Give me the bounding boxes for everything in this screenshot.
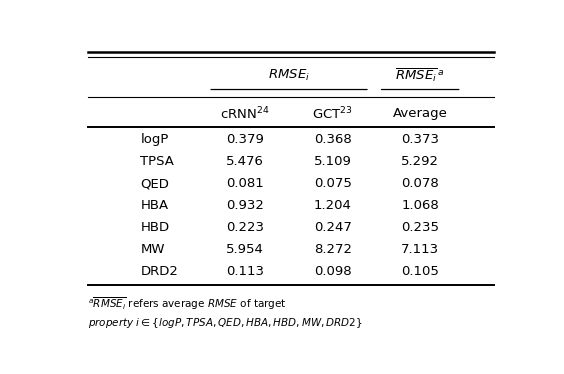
Text: 0.081: 0.081 [227,177,264,190]
Text: $^{a}\overline{RMSE_i}$ refers average $RMSE$ of target: $^{a}\overline{RMSE_i}$ refers average $… [88,296,287,312]
Text: 0.235: 0.235 [401,221,439,234]
Text: 0.078: 0.078 [402,177,439,190]
Text: 5.954: 5.954 [226,243,265,256]
Text: 7.113: 7.113 [401,243,439,256]
Text: 0.098: 0.098 [314,265,351,278]
Text: property $i \in \{logP, TPSA, QED, HBA, HBD, MW, DRD2\}$: property $i \in \{logP, TPSA, QED, HBA, … [88,316,363,330]
Text: 0.105: 0.105 [401,265,439,278]
Text: 1.204: 1.204 [314,199,352,212]
Text: TPSA: TPSA [140,155,174,168]
Text: QED: QED [140,177,169,190]
Text: cRNN$^{24}$: cRNN$^{24}$ [221,106,270,122]
Text: 0.373: 0.373 [401,134,439,146]
Text: $\overline{RMSE_i}^{\;a}$: $\overline{RMSE_i}^{\;a}$ [395,66,445,84]
Text: 0.368: 0.368 [314,134,351,146]
Text: HBA: HBA [140,199,169,212]
Text: DRD2: DRD2 [140,265,178,278]
Text: 1.068: 1.068 [402,199,439,212]
Text: Average: Average [393,107,448,120]
Text: 5.292: 5.292 [401,155,439,168]
Text: logP: logP [140,134,169,146]
Text: GCT$^{23}$: GCT$^{23}$ [312,106,353,122]
Text: $RMSE_i$: $RMSE_i$ [268,68,310,83]
Text: 5.109: 5.109 [314,155,352,168]
Text: 0.075: 0.075 [314,177,352,190]
Text: 0.113: 0.113 [226,265,265,278]
Text: HBD: HBD [140,221,170,234]
Text: 0.379: 0.379 [226,134,265,146]
Text: 0.247: 0.247 [314,221,352,234]
Text: 8.272: 8.272 [314,243,352,256]
Text: 0.932: 0.932 [226,199,265,212]
Text: MW: MW [140,243,165,256]
Text: 0.223: 0.223 [226,221,265,234]
Text: 5.476: 5.476 [226,155,265,168]
